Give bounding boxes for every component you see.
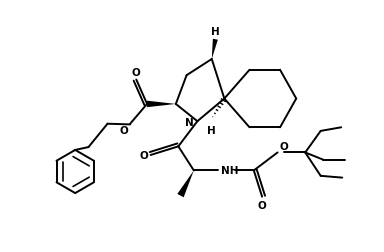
Text: O: O <box>132 67 141 77</box>
Text: H: H <box>207 125 215 135</box>
Polygon shape <box>147 101 176 108</box>
Text: H: H <box>211 27 220 37</box>
Text: N: N <box>185 117 194 128</box>
Text: O: O <box>120 126 128 136</box>
Text: O: O <box>279 141 288 151</box>
Polygon shape <box>177 171 194 198</box>
Polygon shape <box>212 40 218 60</box>
Text: NH: NH <box>221 166 238 176</box>
Text: O: O <box>139 150 148 160</box>
Text: O: O <box>258 200 266 210</box>
